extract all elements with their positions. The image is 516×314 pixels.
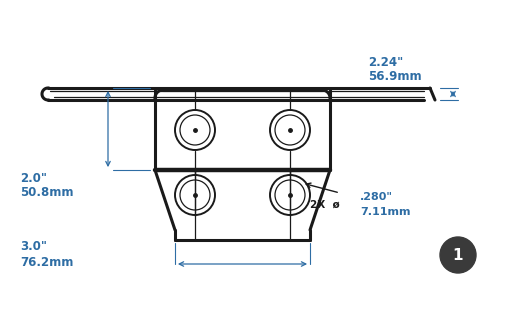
Text: 7.11mm: 7.11mm	[360, 207, 411, 217]
Text: 56.9mm: 56.9mm	[368, 71, 422, 84]
Text: 3.0": 3.0"	[20, 241, 47, 253]
Circle shape	[440, 237, 476, 273]
Text: 1: 1	[453, 247, 463, 263]
Text: 2.0": 2.0"	[20, 171, 47, 185]
Text: 2.24": 2.24"	[368, 56, 403, 68]
Text: 76.2mm: 76.2mm	[20, 256, 73, 268]
Text: 2X  ø: 2X ø	[310, 200, 340, 210]
Text: 50.8mm: 50.8mm	[20, 187, 73, 199]
Text: .280": .280"	[360, 192, 393, 202]
